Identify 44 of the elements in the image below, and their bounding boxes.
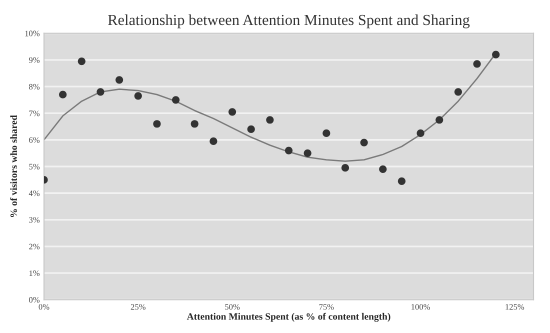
x-tick-label: 50%: [225, 304, 240, 310]
y-tick-label: 6%: [29, 137, 40, 143]
point: [304, 149, 312, 157]
point: [454, 88, 462, 96]
point: [247, 125, 255, 134]
point: [322, 129, 330, 138]
y-tick-label: 10%: [25, 30, 40, 36]
x-tick-label: 25%: [130, 304, 146, 310]
point: [228, 108, 236, 116]
point: [134, 92, 142, 100]
point: [492, 50, 500, 58]
point: [59, 90, 67, 98]
point: [210, 137, 218, 145]
point: [116, 76, 124, 84]
point: [172, 96, 180, 104]
y-tick-label: 9%: [28, 57, 40, 63]
point: [398, 177, 406, 185]
y-tick-label: 5%: [29, 164, 40, 170]
y-tick-label: 7%: [29, 110, 40, 116]
y-tick-label: 8%: [29, 84, 40, 90]
point: [153, 120, 161, 128]
x-axis-title: Attention Minutes Spent (as % of content length): [186, 312, 390, 322]
point: [436, 116, 444, 124]
x-tick-label: 125%: [506, 304, 524, 310]
point: [96, 88, 104, 96]
point: [266, 116, 274, 124]
point: [190, 120, 198, 128]
y-axis-title: % of visitors who shared: [10, 115, 18, 217]
point: [416, 129, 424, 138]
point: [78, 57, 86, 66]
x-tick-label: 100%: [412, 304, 430, 310]
x-tick-label: 75%: [319, 304, 334, 310]
chart-title: Relationship between Attention Minutes Spent and Sharing: [108, 14, 470, 28]
point: [284, 146, 293, 154]
x-tick-label: 0%: [38, 304, 50, 310]
point: [360, 138, 368, 146]
y-tick-label: 2%: [29, 244, 40, 250]
y-tick-label: 4%: [28, 190, 40, 196]
y-tick-label: 3%: [29, 217, 40, 223]
point: [473, 60, 481, 68]
point: [341, 164, 350, 172]
y-tick-label: 0%: [29, 297, 40, 303]
y-tick-label: 1%: [29, 270, 40, 276]
point: [379, 165, 387, 173]
